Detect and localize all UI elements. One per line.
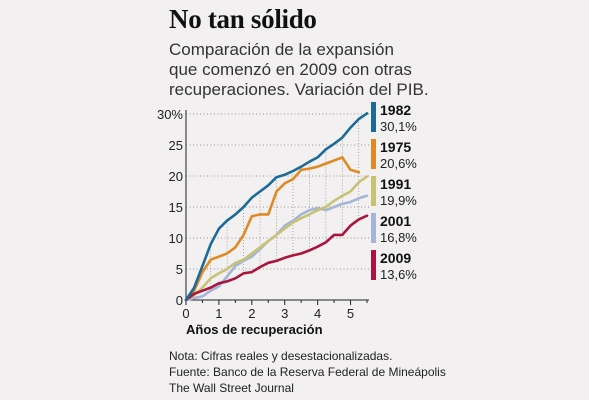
series-line-1982 [184, 112, 369, 302]
note-text: Nota: Cifras reales y desestacionalizada… [169, 349, 393, 363]
x-axis-label: Años de recuperación [186, 322, 323, 337]
source-text: Fuente: Banco de la Reserva Federal de M… [169, 365, 446, 379]
legend-series-value: 19,9% [380, 193, 417, 208]
subtitle-line: Comparación de la expansión [169, 40, 394, 59]
credit-text: The Wall Street Journal [169, 381, 294, 395]
series-line-1991 [184, 175, 369, 302]
legend-swatch-1991 [371, 176, 376, 206]
y-tick-label: 5 [176, 262, 183, 277]
legend-series-value: 30,1% [380, 119, 417, 134]
legend-swatch-1975 [371, 139, 376, 169]
series-line-2001 [184, 194, 369, 302]
y-tick-label: 20 [169, 169, 183, 184]
legend-series-name: 2009 [380, 250, 411, 266]
y-tick-label: 0 [176, 293, 183, 308]
x-tick-label: 4 [314, 306, 321, 321]
range-connectors [193, 118, 360, 299]
x-tick-label: 0 [182, 306, 189, 321]
legend-series-value: 16,8% [380, 230, 417, 245]
y-tick-label: 10 [169, 231, 183, 246]
legend-swatch-2009 [371, 250, 376, 280]
x-tick-label: 1 [215, 306, 222, 321]
legend-series-value: 20,6% [380, 156, 417, 171]
series-lines [184, 112, 369, 302]
legend-series-name: 1982 [380, 102, 411, 118]
footnotes: Nota: Cifras reales y desestacionalizada… [169, 348, 446, 396]
legend-series-name: 1991 [380, 176, 411, 192]
chart-title: No tan sólido [169, 4, 317, 34]
legend-series-name: 2001 [380, 213, 411, 229]
legend-swatch-1982 [371, 102, 376, 132]
x-tick-label: 2 [248, 306, 255, 321]
chart-subtitle: Comparación de la expansión que comenzó … [169, 40, 429, 100]
y-tick-label: 15 [169, 200, 183, 215]
axes: 0 5 10 15 20 25 30% 0 1 2 3 4 5 [157, 107, 369, 321]
x-tick-label: 3 [281, 306, 288, 321]
series-line-1975 [184, 156, 361, 302]
legend-series-name: 1975 [380, 139, 411, 155]
legend-series-value: 13,6% [380, 267, 417, 282]
legend-swatch-2001 [371, 213, 376, 243]
series-line-2009 [184, 214, 369, 302]
y-tick-label: 25 [169, 138, 183, 153]
y-tick-label: 30% [157, 107, 183, 122]
x-tick-label: 5 [347, 306, 354, 321]
subtitle-line: recuperaciones. Variación del PIB. [169, 80, 429, 99]
subtitle-line: que comenzó en 2009 con otras [169, 60, 412, 79]
